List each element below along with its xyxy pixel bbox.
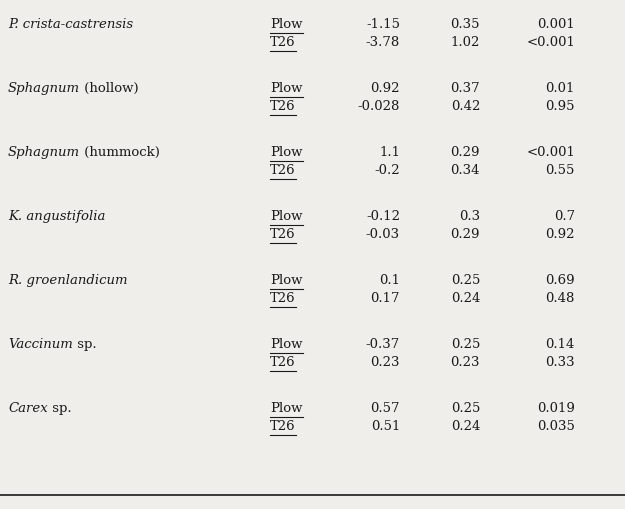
Text: 0.29: 0.29	[451, 146, 480, 159]
Text: 0.25: 0.25	[451, 338, 480, 351]
Text: 1.1: 1.1	[379, 146, 400, 159]
Text: -3.78: -3.78	[366, 36, 400, 49]
Text: Plow: Plow	[270, 338, 302, 351]
Text: (hummock): (hummock)	[80, 146, 160, 159]
Text: T26: T26	[270, 36, 296, 49]
Text: Plow: Plow	[270, 82, 302, 95]
Text: 0.29: 0.29	[451, 228, 480, 241]
Text: 0.42: 0.42	[451, 100, 480, 113]
Text: Sphagnum: Sphagnum	[8, 82, 80, 95]
Text: 0.23: 0.23	[451, 356, 480, 369]
Text: 0.24: 0.24	[451, 420, 480, 433]
Text: 0.92: 0.92	[371, 82, 400, 95]
Text: <0.001: <0.001	[526, 146, 575, 159]
Text: 0.035: 0.035	[537, 420, 575, 433]
Text: <0.001: <0.001	[526, 36, 575, 49]
Text: 0.57: 0.57	[371, 402, 400, 415]
Text: T26: T26	[270, 228, 296, 241]
Text: 0.34: 0.34	[451, 164, 480, 177]
Text: 0.48: 0.48	[546, 292, 575, 305]
Text: 0.95: 0.95	[546, 100, 575, 113]
Text: -1.15: -1.15	[366, 18, 400, 31]
Text: 0.24: 0.24	[451, 292, 480, 305]
Text: 0.25: 0.25	[451, 274, 480, 287]
Text: -0.03: -0.03	[366, 228, 400, 241]
Text: sp.: sp.	[73, 338, 96, 351]
Text: T26: T26	[270, 164, 296, 177]
Text: -0.2: -0.2	[374, 164, 400, 177]
Text: T26: T26	[270, 292, 296, 305]
Text: 0.14: 0.14	[546, 338, 575, 351]
Text: Carex: Carex	[8, 402, 48, 415]
Text: K. angustifolia: K. angustifolia	[8, 210, 106, 223]
Text: T26: T26	[270, 356, 296, 369]
Text: Plow: Plow	[270, 18, 302, 31]
Text: -0.37: -0.37	[366, 338, 400, 351]
Text: -0.12: -0.12	[366, 210, 400, 223]
Text: 0.7: 0.7	[554, 210, 575, 223]
Text: 0.92: 0.92	[546, 228, 575, 241]
Text: 0.001: 0.001	[538, 18, 575, 31]
Text: Plow: Plow	[270, 146, 302, 159]
Text: 0.25: 0.25	[451, 402, 480, 415]
Text: Sphagnum: Sphagnum	[8, 146, 80, 159]
Text: Plow: Plow	[270, 274, 302, 287]
Text: 0.35: 0.35	[451, 18, 480, 31]
Text: 0.17: 0.17	[371, 292, 400, 305]
Text: 0.55: 0.55	[546, 164, 575, 177]
Text: T26: T26	[270, 420, 296, 433]
Text: 0.33: 0.33	[546, 356, 575, 369]
Text: 0.01: 0.01	[546, 82, 575, 95]
Text: 0.69: 0.69	[546, 274, 575, 287]
Text: T26: T26	[270, 100, 296, 113]
Text: sp.: sp.	[48, 402, 71, 415]
Text: -0.028: -0.028	[357, 100, 400, 113]
Text: 0.019: 0.019	[537, 402, 575, 415]
Text: R. groenlandicum: R. groenlandicum	[8, 274, 127, 287]
Text: 0.3: 0.3	[459, 210, 480, 223]
Text: Plow: Plow	[270, 402, 302, 415]
Text: 0.51: 0.51	[371, 420, 400, 433]
Text: Vaccinum: Vaccinum	[8, 338, 73, 351]
Text: 1.02: 1.02	[451, 36, 480, 49]
Text: Plow: Plow	[270, 210, 302, 223]
Text: P. crista-castrensis: P. crista-castrensis	[8, 18, 133, 31]
Text: (hollow): (hollow)	[80, 82, 139, 95]
Text: 0.1: 0.1	[379, 274, 400, 287]
Text: 0.37: 0.37	[451, 82, 480, 95]
Text: 0.23: 0.23	[371, 356, 400, 369]
